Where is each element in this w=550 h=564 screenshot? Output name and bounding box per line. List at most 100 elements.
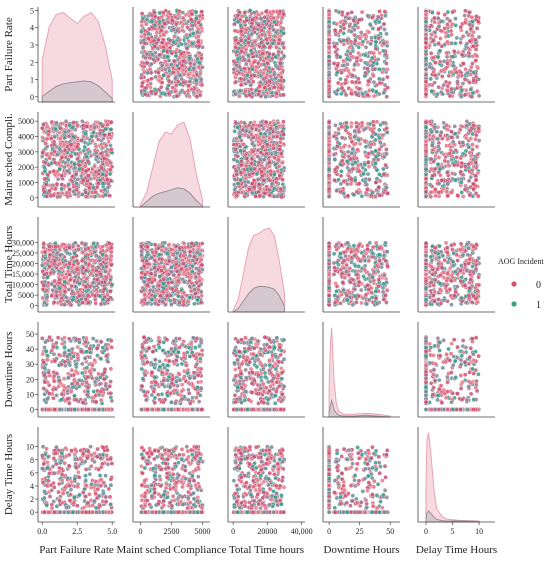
scatter-point	[458, 24, 463, 30]
scatter-point	[238, 82, 244, 88]
scatter-point	[469, 94, 475, 99]
scatter-point	[326, 194, 332, 199]
scatter-point	[271, 142, 276, 148]
scatter-point	[250, 79, 256, 84]
scatter-point	[453, 23, 458, 28]
scatter-point	[97, 177, 103, 183]
scatter-point	[449, 32, 454, 38]
scatter-point	[365, 13, 370, 18]
scatter-point	[338, 76, 343, 82]
scatter-point	[352, 27, 357, 33]
scatter-point	[167, 38, 173, 43]
scatter-point	[450, 54, 456, 59]
scatter-point	[326, 24, 332, 30]
scatter-point	[42, 189, 47, 195]
scatter-point	[238, 148, 243, 154]
scatter-point	[198, 71, 203, 77]
scatter-point	[353, 38, 358, 44]
scatter-point	[370, 15, 375, 20]
scatter-point	[356, 129, 362, 134]
kde-part_failure_rate-0	[41, 11, 113, 103]
scatter-point	[40, 150, 45, 155]
scatter-point	[258, 79, 263, 85]
scatter-point	[423, 12, 429, 18]
scatter-point	[238, 76, 244, 81]
scatter-point	[474, 26, 480, 31]
scatter-point	[332, 157, 338, 162]
scatter-point	[195, 29, 200, 35]
scatter-point	[349, 79, 355, 85]
scatter-point	[360, 91, 366, 97]
scatter-point	[66, 128, 71, 134]
scatter-point	[336, 126, 341, 132]
scatter-point	[69, 154, 74, 159]
scatter-point	[371, 93, 377, 99]
scatter-point	[351, 67, 357, 73]
scatter-point	[326, 119, 332, 125]
scatter-point	[46, 132, 51, 137]
scatter-point	[235, 19, 241, 24]
scatter-point	[183, 41, 188, 47]
scatter-point	[160, 40, 165, 46]
scatter-point	[332, 177, 337, 183]
scatter-point	[61, 142, 67, 147]
scatter-point	[71, 120, 76, 125]
scatter-point	[264, 151, 269, 156]
y-tick-label: 4	[30, 24, 34, 33]
scatter-point	[267, 65, 272, 71]
panel-r1-c1	[132, 112, 210, 208]
scatter-point	[62, 164, 67, 170]
scatter-point	[345, 62, 350, 67]
scatter-point	[273, 63, 279, 69]
scatter-point	[462, 77, 468, 82]
y-tick-label: 1	[30, 76, 34, 85]
scatter-point	[474, 14, 479, 19]
scatter-point	[442, 26, 447, 31]
scatter-point	[46, 162, 51, 167]
scatter-point	[63, 119, 69, 124]
scatter-point	[454, 70, 459, 75]
scatter-point	[151, 57, 156, 62]
scatter-point	[144, 17, 150, 22]
scatter-point	[351, 142, 357, 147]
scatter-point	[273, 150, 279, 155]
scatter-point	[75, 177, 81, 182]
scatter-point	[179, 51, 185, 56]
scatter-point	[385, 74, 390, 80]
scatter-point	[352, 128, 358, 134]
scatter-point	[455, 79, 460, 84]
scatter-point	[365, 92, 370, 98]
scatter-point	[440, 91, 446, 97]
scatter-point	[157, 52, 162, 58]
scatter-point	[339, 135, 345, 140]
scatter-point	[356, 41, 362, 46]
scatter-point	[453, 16, 458, 21]
scatter-point	[44, 182, 49, 187]
scatter-point	[369, 63, 375, 69]
scatter-point	[380, 77, 386, 82]
scatter-point	[274, 180, 279, 185]
scatter-point	[278, 194, 284, 200]
scatter-point	[246, 79, 251, 84]
scatter-point	[267, 160, 272, 165]
scatter-point	[161, 48, 167, 54]
y-tick-label: 3	[30, 41, 34, 50]
scatter-point	[342, 67, 348, 73]
scatter-point	[354, 189, 360, 195]
scatter-point	[471, 43, 476, 49]
scatter-point	[423, 67, 429, 72]
scatter-point	[377, 147, 382, 152]
scatter-point	[92, 125, 97, 130]
scatter-point	[450, 9, 455, 15]
scatter-point	[365, 82, 371, 88]
scatter-point	[435, 91, 440, 97]
scatter-point	[366, 29, 372, 35]
scatter-point	[476, 93, 482, 99]
y-tick-label: 3000	[18, 148, 34, 157]
scatter-point	[57, 166, 62, 172]
scatter-point	[103, 126, 108, 132]
scatter-point	[238, 23, 244, 28]
scatter-point	[86, 173, 91, 178]
panel-r0-c1	[132, 7, 210, 103]
